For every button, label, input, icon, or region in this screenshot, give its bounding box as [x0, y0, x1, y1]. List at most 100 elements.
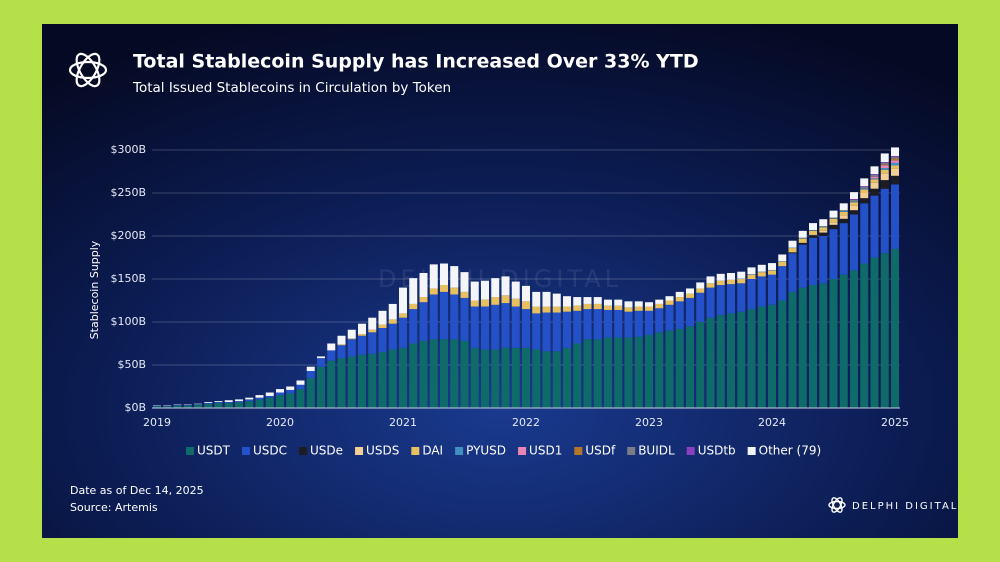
- y-tick-label: $0B: [124, 401, 146, 414]
- bar-segment: [563, 306, 571, 312]
- bar-segment: [337, 345, 346, 359]
- bar-segment: [327, 350, 336, 361]
- bar-segment: [532, 313, 541, 350]
- bar-segment: [839, 223, 848, 275]
- bar-segment: [880, 169, 889, 174]
- bar-segment: [204, 403, 213, 408]
- bar-segment: [614, 299, 623, 306]
- bar-segment: [358, 334, 366, 336]
- bar-segment: [337, 335, 346, 345]
- bar-segment: [511, 281, 520, 299]
- x-tick-label: 2022: [512, 416, 540, 429]
- bar-segment: [532, 291, 541, 307]
- legend-swatch: [627, 447, 636, 455]
- bar-segment: [829, 224, 838, 230]
- bar-segment: [634, 310, 643, 337]
- bar-segment: [757, 264, 766, 272]
- bar-segment: [809, 230, 817, 235]
- legend-label: BUIDL: [638, 444, 675, 458]
- bar-segment: [296, 389, 305, 408]
- bar-segment: [542, 306, 551, 313]
- bar-segment: [552, 293, 561, 307]
- bar-segment: [460, 340, 469, 408]
- bar-segment: [880, 168, 889, 170]
- bar-segment: [593, 339, 602, 408]
- bar-segment: [819, 226, 828, 227]
- bar-segment: [809, 223, 817, 230]
- bar-segment: [850, 199, 858, 200]
- bar-segment: [727, 272, 735, 280]
- bar-segment: [798, 242, 807, 245]
- bar-segment: [850, 205, 858, 211]
- bar-segment: [501, 295, 510, 304]
- bar-segment: [870, 166, 879, 175]
- bar-segment: [481, 299, 489, 307]
- bar-segment: [675, 301, 684, 329]
- bar-segment: [891, 168, 899, 176]
- bar-segment: [214, 401, 223, 402]
- bar-segment: [358, 354, 366, 408]
- bar-segment: [604, 305, 612, 310]
- bar-segment: [839, 218, 848, 224]
- brand: DELPHI DIGITAL: [852, 501, 958, 512]
- bar-segment: [686, 293, 694, 298]
- bar-segment: [276, 395, 284, 408]
- bar-segment: [470, 300, 479, 307]
- bar-segment: [347, 338, 356, 340]
- bar-segment: [265, 392, 274, 396]
- bar-segment: [716, 280, 725, 286]
- y-tick-label: $300B: [110, 143, 146, 156]
- bar-segment: [347, 339, 356, 357]
- x-tick-label: 2025: [881, 416, 909, 429]
- bar-segment: [573, 297, 582, 306]
- bar-segment: [819, 236, 828, 284]
- bar-segment: [829, 222, 838, 225]
- bar-segment: [481, 280, 489, 300]
- bar-segment: [860, 178, 869, 187]
- bar-segment: [501, 347, 510, 408]
- bar-segment: [511, 298, 520, 307]
- bar-segment: [450, 294, 459, 340]
- bar-segment: [870, 176, 879, 179]
- bar-segment: [317, 358, 325, 367]
- bar-segment: [224, 402, 233, 408]
- bar-segment: [399, 317, 407, 348]
- bar-segment: [419, 302, 428, 341]
- bar-segment: [655, 299, 664, 304]
- y-tick-label: $200B: [110, 229, 146, 242]
- bar-segment: [440, 339, 448, 408]
- bar-segment: [522, 285, 530, 302]
- bar-segment: [870, 178, 879, 180]
- bar-segment: [706, 287, 715, 318]
- bar-segment: [429, 264, 438, 289]
- bar-segment: [737, 283, 746, 312]
- bar-segment: [696, 288, 705, 293]
- bar-segment: [532, 349, 541, 408]
- bar-segment: [368, 332, 377, 354]
- bar-segment: [880, 180, 889, 189]
- bar-segment: [255, 399, 264, 408]
- bar-segment: [368, 317, 377, 330]
- bar-segment: [399, 313, 407, 318]
- bar-segment: [491, 349, 500, 408]
- bar-segment: [450, 287, 459, 295]
- bar-segment: [481, 306, 489, 350]
- bar-segment: [399, 287, 407, 314]
- bar-segment: [706, 317, 715, 408]
- bar-segment: [347, 329, 356, 339]
- bar-segment: [737, 271, 746, 279]
- x-tick-label: 2019: [143, 416, 171, 429]
- bar-segment: [614, 337, 623, 408]
- bar-segment: [665, 304, 674, 331]
- bar-segment: [809, 285, 817, 408]
- bar-segment: [440, 263, 448, 286]
- bar-segment: [747, 274, 756, 279]
- bar-segment: [788, 240, 797, 248]
- bar-segment: [645, 306, 653, 311]
- bar-segment: [891, 160, 899, 163]
- bar-segment: [778, 266, 787, 301]
- bar-segment: [204, 402, 213, 404]
- bar-segment: [491, 297, 500, 305]
- bar-segment: [860, 203, 869, 264]
- bar-segment: [686, 288, 694, 294]
